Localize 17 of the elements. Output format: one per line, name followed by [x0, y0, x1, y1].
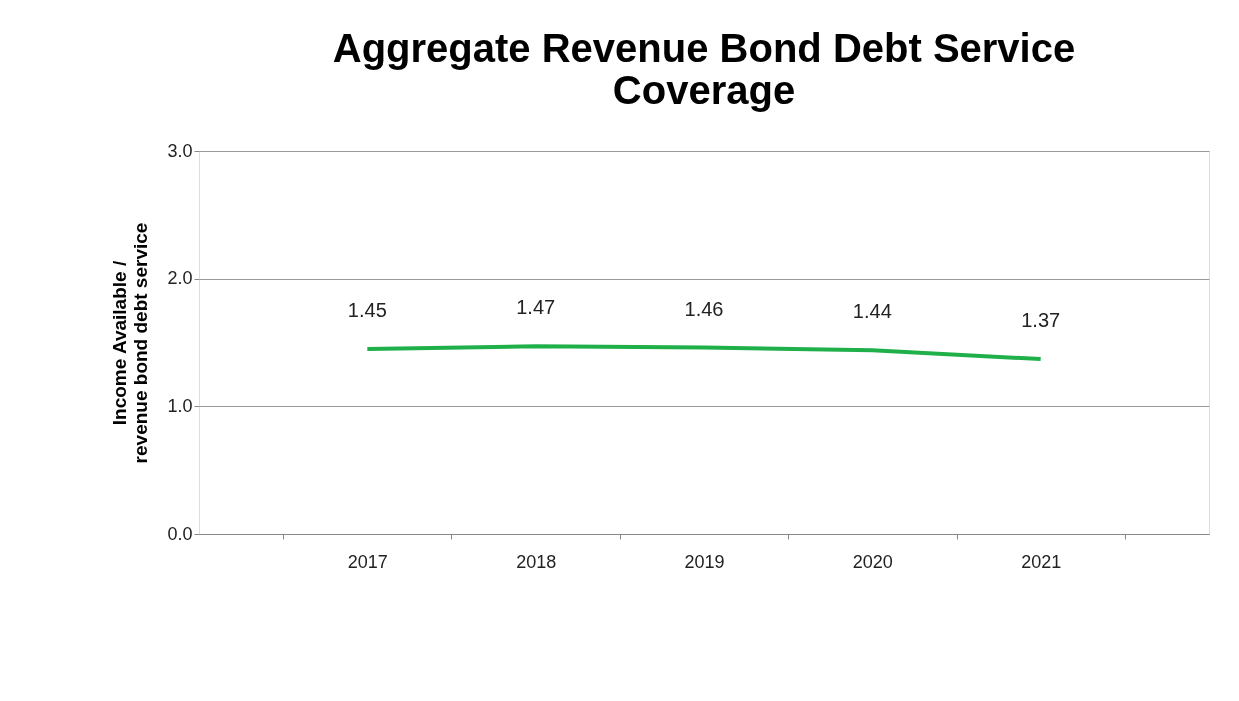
x-tick-label: 2019 [684, 551, 725, 572]
line-series [365, 344, 1043, 362]
x-tick-label: 2018 [516, 551, 557, 572]
data-label: 1.37 [1021, 309, 1061, 332]
data-label: 1.44 [852, 300, 892, 323]
x-tick-label: 2021 [1021, 551, 1062, 572]
y-tick-label: 0.0 [167, 523, 193, 544]
x-tick-label: 2020 [852, 551, 893, 572]
chart-title: Aggregate Revenue Bond Debt Service Coverage [332, 26, 1076, 112]
y-tick-label: 3.0 [167, 140, 193, 161]
data-label: 1.47 [516, 296, 556, 319]
y-tick-label: 2.0 [167, 268, 193, 289]
y-tick-label: 1.0 [167, 395, 193, 416]
y-axis-title: Income Available / revenue bond debt service [109, 222, 152, 464]
data-label: 1.45 [347, 298, 387, 321]
data-label: 1.46 [684, 297, 724, 320]
x-tick-label: 2017 [347, 551, 388, 572]
